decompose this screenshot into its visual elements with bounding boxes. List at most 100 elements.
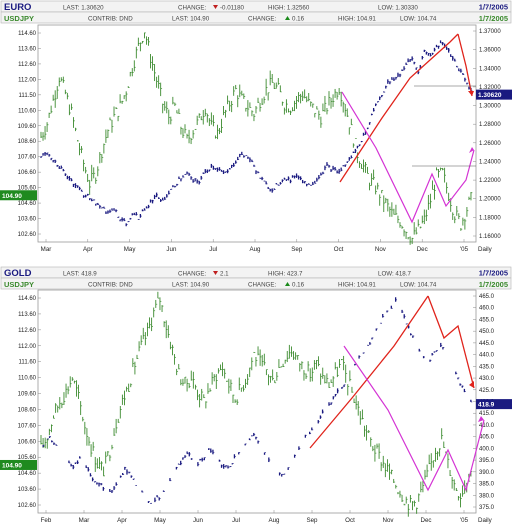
right-tick-label: 375.0 [479, 505, 495, 511]
right-tick-label: 1.24000 [479, 159, 501, 165]
x-tick-label: '05 [460, 517, 469, 524]
x-tick-label: Aug [268, 517, 280, 524]
x-tick-label: Sep [291, 246, 303, 253]
x-tick-label: May [154, 517, 167, 524]
left-tick-label: 103.60 [18, 487, 37, 493]
right-tick-label: 380.0 [479, 493, 495, 499]
compare-symbol-label: USDJPY [4, 14, 34, 23]
date-label: 1/7/2005 [479, 269, 508, 278]
x-tick-label: Feb [41, 517, 52, 524]
compare-bar [0, 11, 512, 24]
series-usdjpy [40, 32, 473, 245]
low-label: LOW: 1.30330 [378, 5, 418, 12]
contrib-label: CONTRIB: DND [88, 16, 133, 23]
right-tick-label: 385.0 [479, 482, 495, 488]
right-tick-label: 425.0 [479, 388, 495, 394]
x-tick-label: Nov [382, 517, 394, 524]
left-tick-label: 110.60 [18, 108, 37, 114]
x-tick-label: Jul [232, 517, 240, 524]
right-tick-label: 435.0 [479, 364, 495, 370]
right-tick-label: 1.18000 [479, 215, 501, 221]
left-tick-label: 113.60 [18, 46, 37, 52]
high-label: HIGH: 423.7 [268, 271, 303, 278]
plot-area [37, 289, 477, 514]
right-tick-label: 1.30000 [479, 104, 501, 110]
x-tick-label: Apr [83, 246, 93, 253]
x-tick-label: Apr [117, 517, 127, 524]
right-tick-label: 1.36000 [479, 48, 501, 54]
x-tick-label: Oct [345, 517, 355, 524]
last-label: LAST: 1.30620 [63, 5, 104, 12]
up-arrow-icon [285, 16, 290, 20]
x-tick-label: Dec [420, 517, 431, 524]
arrow-head-icon [469, 381, 474, 388]
right-tick-label: 465.0 [479, 294, 495, 300]
down-arrow-icon [213, 5, 218, 9]
left-tick-label: 108.60 [18, 139, 37, 145]
x-tick-label: Daily [478, 246, 493, 253]
arrow-head-icon [469, 147, 474, 153]
right-tick-label: 1.26000 [479, 141, 501, 147]
left-tick-label: 114.60 [18, 31, 37, 37]
right-tick-label: 415.0 [479, 411, 495, 417]
compare-low-label: LOW: 104.74 [400, 16, 437, 23]
compare-date-label: 1/7/2005 [479, 280, 508, 289]
left-tick-label: 109.60 [18, 124, 37, 130]
right-tick-label: 1.22000 [479, 178, 501, 184]
left-tick-label: 103.60 [18, 217, 37, 223]
series-euro [40, 40, 473, 227]
right-tick-label: 440.0 [479, 353, 495, 359]
compare-last-label: LAST: 104.90 [172, 16, 210, 23]
compare-change-value: 0.16 [292, 282, 305, 289]
left-tick-label: 108.60 [18, 407, 37, 413]
right-price-tag [476, 89, 512, 100]
right-tick-label: 1.32000 [479, 85, 501, 91]
right-price-tag-text: 418.9 [478, 402, 495, 409]
right-tick-label: 1.37000 [479, 29, 501, 35]
x-tick-label: Mar [41, 246, 52, 253]
compare-last-label: LAST: 104.90 [172, 282, 210, 289]
arrow-head-icon [468, 91, 474, 96]
left-tick-label: 102.60 [18, 232, 37, 238]
compare-date-label: 1/7/2005 [479, 14, 508, 23]
x-tick-label: May [124, 246, 137, 253]
right-tick-label: 405.0 [479, 435, 495, 441]
compare-bar [0, 277, 512, 290]
left-tick-label: 107.60 [18, 155, 37, 161]
trendline-magenta [341, 91, 475, 224]
left-tick-label: 111.50 [19, 93, 37, 99]
left-tick-label: 114.60 [18, 296, 37, 302]
change-label: CHANGE: [178, 271, 206, 278]
left-tick-label: 102.60 [18, 503, 37, 509]
chart-panel-2: GOLD LAST: 418.9 CHANGE: 2.1 HIGH: 423.7 LOW:… [0, 266, 512, 524]
left-price-tag [0, 459, 37, 470]
symbol-label: GOLD [4, 268, 32, 279]
x-tick-label: Jun [166, 246, 177, 253]
right-tick-label: 1.34000 [479, 66, 501, 72]
down-arrow-icon [213, 271, 218, 275]
right-tick-label: 450.0 [479, 329, 495, 335]
x-tick-label: Mar [79, 517, 90, 524]
left-tick-label: 106.60 [18, 439, 37, 445]
right-price-tag [476, 399, 512, 410]
plot-area [37, 24, 477, 243]
right-tick-label: 395.0 [479, 458, 495, 464]
trendline-up [339, 33, 459, 183]
x-tick-label: Dec [417, 246, 428, 253]
right-price-tag-text: 1.30620 [478, 92, 502, 99]
left-price-tag-text: 104.90 [2, 462, 22, 469]
x-tick-label: Sep [306, 517, 318, 524]
change-label: CHANGE: [178, 5, 206, 12]
x-tick-label: Oct [334, 246, 344, 253]
right-tick-label: 400.0 [479, 446, 495, 452]
right-tick-label: 445.0 [479, 341, 495, 347]
x-tick-label: Jul [209, 246, 217, 253]
left-tick-label: 110.60 [18, 376, 37, 382]
left-tick-label: 111.60 [19, 360, 37, 366]
high-label: HIGH: 1.32560 [268, 5, 310, 12]
compare-high-label: HIGH: 104.91 [338, 16, 376, 23]
left-tick-label: 113.60 [18, 312, 37, 318]
right-tick-label: 1.20000 [479, 197, 501, 203]
right-tick-label: 390.0 [479, 470, 495, 476]
